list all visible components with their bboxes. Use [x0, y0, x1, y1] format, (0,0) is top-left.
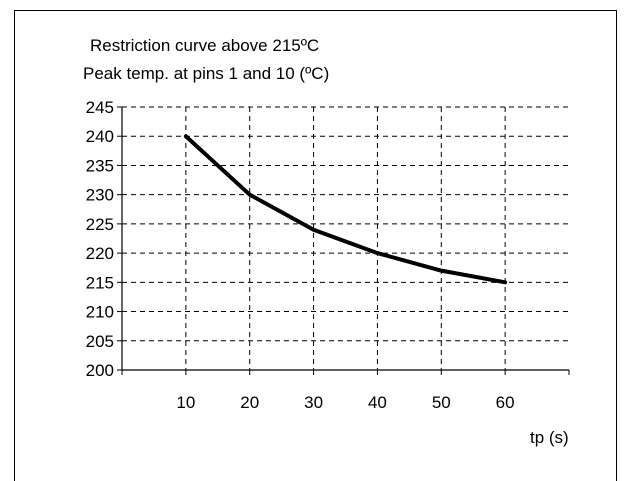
y-tick-label-220: 220 — [86, 244, 114, 263]
x-tick-labels: 10 20 30 40 50 60 — [176, 393, 514, 412]
gridlines — [122, 106, 569, 370]
axes — [117, 106, 570, 375]
y-tick-label-225: 225 — [86, 215, 114, 234]
x-tick-label-20: 20 — [240, 393, 259, 412]
y-tick-label-205: 205 — [86, 332, 114, 351]
x-tick-label-50: 50 — [432, 393, 451, 412]
series-line-group — [183, 134, 508, 285]
x-tick-label-30: 30 — [304, 393, 323, 412]
y-tick-label-245: 245 — [86, 98, 114, 117]
x-tick-label-60: 60 — [496, 393, 515, 412]
y-tick-labels: 200 205 210 215 220 225 230 235 240 245 — [86, 98, 114, 380]
x-tick-label-10: 10 — [176, 393, 195, 412]
y-tick-label-240: 240 — [86, 127, 114, 146]
series-line — [183, 134, 508, 285]
y-tick-label-235: 235 — [86, 156, 114, 175]
y-tick-label-230: 230 — [86, 186, 114, 205]
chart-title: Restriction curve above 215ºC — [90, 36, 319, 55]
y-tick-label-210: 210 — [86, 303, 114, 322]
x-axis-label: tp (s) — [530, 428, 569, 447]
chart-frame — [14, 10, 617, 481]
y-tick-label-215: 215 — [86, 273, 114, 292]
y-axis-label: Peak temp. at pins 1 and 10 (ºC) — [83, 64, 329, 83]
x-tick-label-40: 40 — [368, 393, 387, 412]
y-tick-label-200: 200 — [86, 361, 114, 380]
